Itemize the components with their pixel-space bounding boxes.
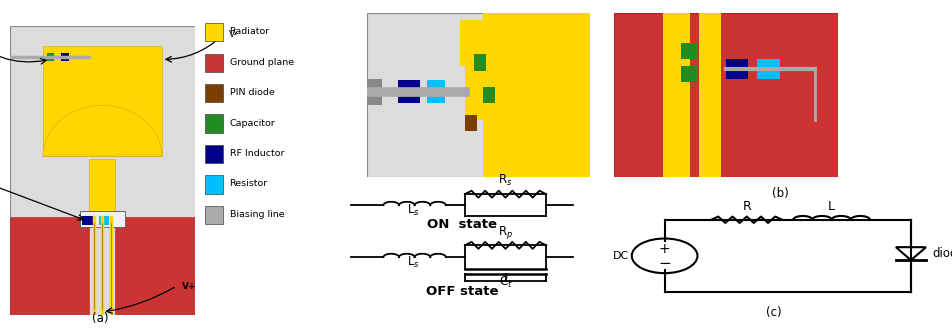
FancyBboxPatch shape [82, 215, 95, 225]
FancyBboxPatch shape [43, 47, 162, 156]
FancyBboxPatch shape [205, 23, 223, 41]
FancyBboxPatch shape [205, 145, 223, 163]
FancyBboxPatch shape [205, 84, 223, 102]
FancyBboxPatch shape [465, 115, 477, 131]
Text: diode: diode [933, 247, 952, 260]
Text: L$_s$: L$_s$ [407, 203, 420, 218]
Text: R$_s$: R$_s$ [498, 173, 513, 188]
FancyBboxPatch shape [62, 53, 69, 61]
FancyBboxPatch shape [205, 114, 223, 133]
Text: V+: V+ [182, 281, 197, 291]
FancyBboxPatch shape [398, 80, 420, 103]
Text: L$_s$: L$_s$ [407, 255, 420, 270]
FancyBboxPatch shape [699, 13, 722, 177]
Polygon shape [896, 247, 926, 260]
Text: Resistor: Resistor [229, 179, 268, 188]
FancyBboxPatch shape [461, 20, 483, 66]
FancyBboxPatch shape [664, 13, 690, 177]
Text: L: L [828, 200, 835, 214]
FancyBboxPatch shape [47, 53, 53, 61]
Text: OFF state: OFF state [426, 285, 498, 298]
FancyBboxPatch shape [614, 13, 838, 177]
Text: RF Inductor: RF Inductor [229, 149, 284, 158]
Text: ON  state: ON state [427, 218, 497, 231]
Text: DC: DC [613, 251, 629, 261]
FancyBboxPatch shape [80, 211, 125, 227]
Text: C$_t$: C$_t$ [499, 275, 512, 290]
FancyBboxPatch shape [205, 175, 223, 194]
Text: +: + [659, 242, 670, 256]
FancyBboxPatch shape [757, 59, 780, 79]
Text: R: R [743, 200, 751, 214]
FancyBboxPatch shape [10, 26, 195, 315]
FancyBboxPatch shape [483, 13, 590, 177]
Text: Biasing line: Biasing line [229, 210, 284, 219]
FancyBboxPatch shape [99, 215, 109, 225]
FancyBboxPatch shape [483, 87, 495, 103]
FancyBboxPatch shape [205, 206, 223, 224]
Text: (b): (b) [772, 187, 789, 200]
FancyBboxPatch shape [89, 159, 115, 217]
Text: V-: V- [228, 31, 237, 39]
FancyBboxPatch shape [465, 57, 487, 120]
Text: Radiator: Radiator [229, 27, 269, 36]
Text: Capacitor: Capacitor [229, 118, 275, 128]
FancyBboxPatch shape [426, 80, 445, 103]
Text: (c): (c) [766, 306, 782, 319]
FancyBboxPatch shape [681, 66, 697, 82]
FancyBboxPatch shape [205, 53, 223, 72]
Text: R$_p$: R$_p$ [498, 224, 513, 241]
FancyBboxPatch shape [725, 59, 748, 79]
Text: Ground plane: Ground plane [229, 58, 293, 67]
Polygon shape [43, 105, 162, 156]
FancyBboxPatch shape [681, 43, 697, 59]
FancyBboxPatch shape [367, 13, 590, 177]
FancyBboxPatch shape [474, 54, 486, 71]
Polygon shape [115, 217, 195, 315]
Polygon shape [10, 217, 89, 315]
FancyBboxPatch shape [367, 79, 382, 105]
Text: −: − [658, 256, 671, 271]
Text: PIN diode: PIN diode [229, 88, 274, 97]
Text: (a): (a) [91, 312, 109, 325]
